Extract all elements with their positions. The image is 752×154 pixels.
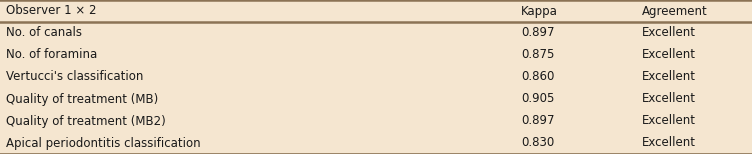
Text: Excellent: Excellent — [641, 26, 696, 39]
Text: 0.875: 0.875 — [521, 49, 554, 61]
Text: Kappa: Kappa — [521, 4, 558, 18]
Text: Agreement: Agreement — [641, 4, 707, 18]
Bar — [0, 22, 752, 44]
Text: Excellent: Excellent — [641, 71, 696, 83]
Text: Excellent: Excellent — [641, 115, 696, 128]
Text: Quality of treatment (MB): Quality of treatment (MB) — [6, 93, 158, 105]
Text: Observer 1 × 2: Observer 1 × 2 — [6, 4, 96, 18]
Bar — [0, 110, 752, 132]
Text: 0.897: 0.897 — [521, 26, 555, 39]
Text: 0.905: 0.905 — [521, 93, 554, 105]
Bar — [0, 0, 752, 22]
Text: No. of foramina: No. of foramina — [6, 49, 97, 61]
Text: Vertucci's classification: Vertucci's classification — [6, 71, 144, 83]
Text: Apical periodontitis classification: Apical periodontitis classification — [6, 136, 201, 150]
Text: No. of canals: No. of canals — [6, 26, 82, 39]
Text: 0.830: 0.830 — [521, 136, 554, 150]
Text: Excellent: Excellent — [641, 93, 696, 105]
Bar — [0, 88, 752, 110]
Bar — [0, 66, 752, 88]
Text: Excellent: Excellent — [641, 49, 696, 61]
Text: 0.897: 0.897 — [521, 115, 555, 128]
Text: Excellent: Excellent — [641, 136, 696, 150]
Text: 0.860: 0.860 — [521, 71, 554, 83]
Text: Quality of treatment (MB2): Quality of treatment (MB2) — [6, 115, 165, 128]
Bar — [0, 132, 752, 154]
Bar — [0, 44, 752, 66]
